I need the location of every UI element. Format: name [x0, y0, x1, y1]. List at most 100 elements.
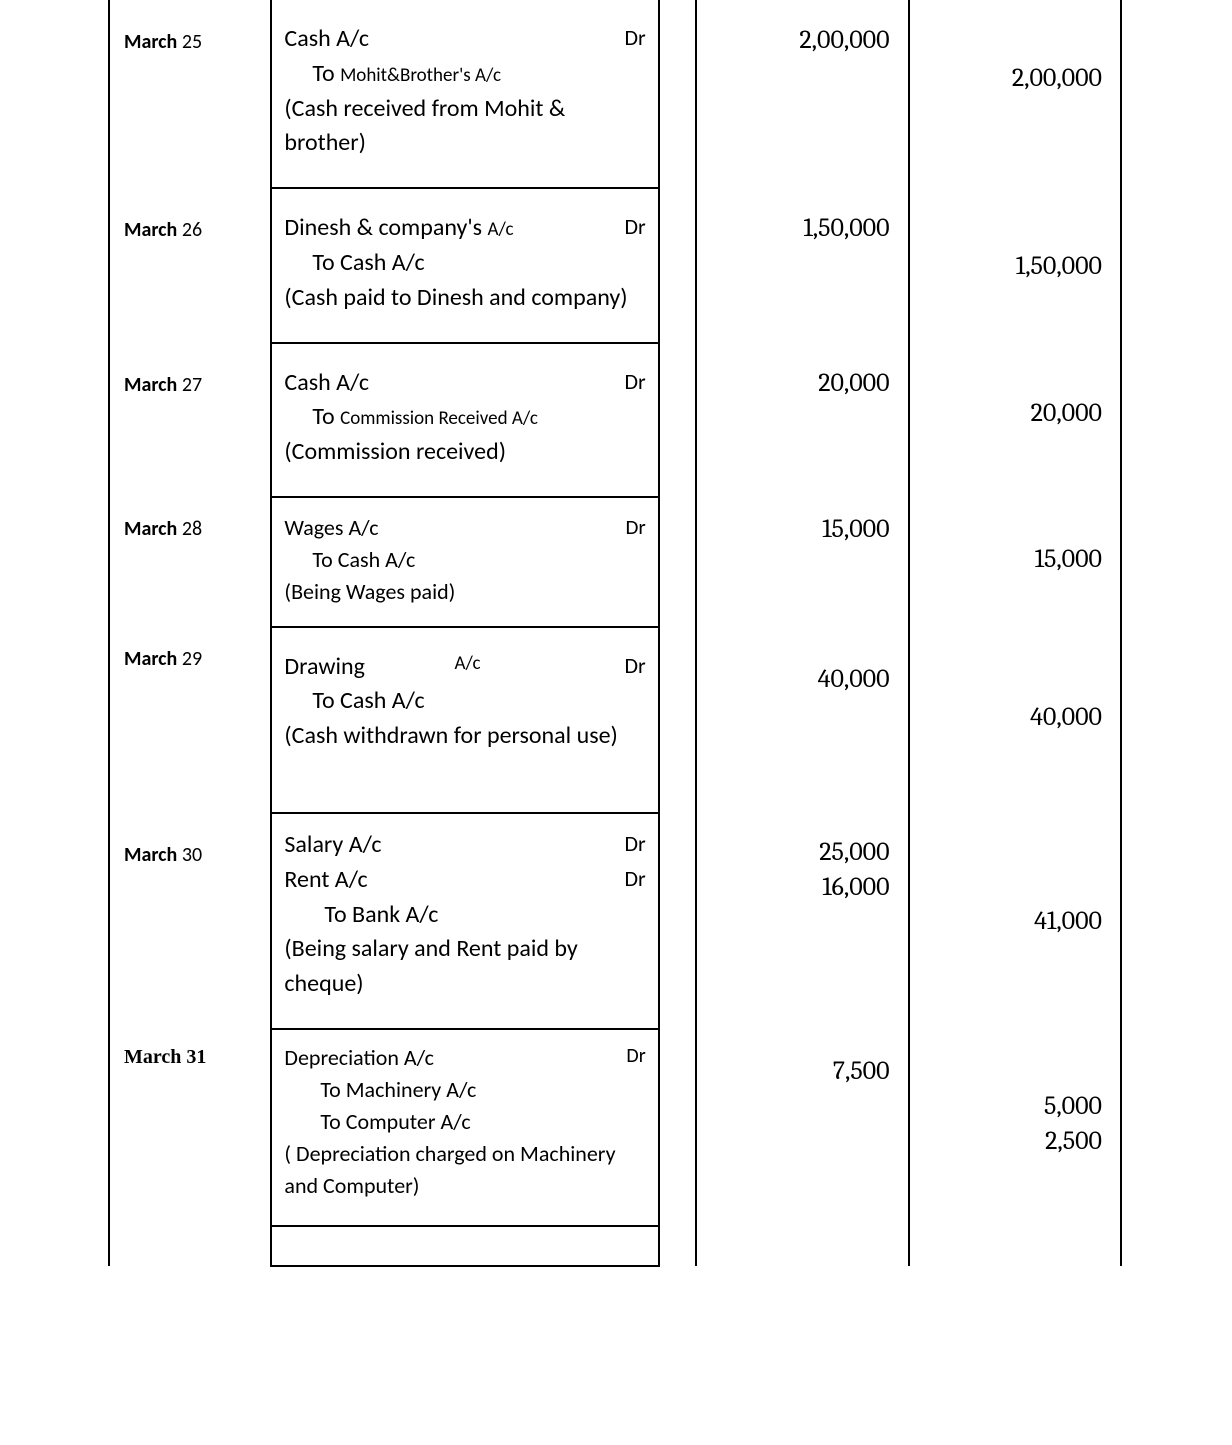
- credit-account: To Computer A/c: [284, 1106, 645, 1138]
- debit-account-suffix: A/c: [487, 218, 513, 241]
- debit-account: Salary A/c: [284, 828, 381, 863]
- debit-amount-cell: 15,000: [696, 497, 908, 627]
- date-day: 26: [182, 218, 202, 242]
- date-day: 29: [182, 647, 202, 671]
- credit-amount: 20,000: [1031, 398, 1102, 428]
- date-day: 31: [186, 1046, 206, 1068]
- credit-account: Mohit&Brother's A/c: [340, 64, 501, 87]
- lf-cell: [659, 188, 696, 342]
- credit-account: To Bank A/c: [284, 898, 645, 933]
- credit-amount-cell: 1,50,000: [909, 188, 1121, 342]
- debit-amount: 40,000: [818, 664, 890, 694]
- dr-marker: Dr: [624, 366, 645, 401]
- debit-amount-cell: 2,00,000: [696, 0, 908, 188]
- date-month: March: [124, 373, 177, 397]
- lf-cell: [659, 497, 696, 627]
- dr-marker: Dr: [624, 22, 645, 57]
- credit-amount: 5,000: [910, 1089, 1102, 1124]
- particulars-cell: Drawing A/c Dr To Cash A/c (Cash withdra…: [271, 627, 658, 813]
- lf-cell: [659, 813, 696, 1029]
- credit-account: To Machinery A/c: [284, 1074, 645, 1106]
- debit-account-suffix: A/c: [454, 650, 624, 685]
- date-cell: March 31: [109, 1029, 271, 1226]
- credit-account: To Cash A/c: [284, 246, 645, 281]
- date-cell: March 29: [109, 627, 271, 813]
- debit-amount-cell: 1,50,000: [696, 188, 908, 342]
- date-month: March: [124, 843, 177, 867]
- date-cell: March 27: [109, 343, 271, 497]
- date-cell: March 28: [109, 497, 271, 627]
- table-row: March 29 Drawing A/c Dr To Cash A/c (Cas…: [109, 627, 1121, 813]
- table-row: March 30 Salary A/c Dr Rent A/c Dr To Ba…: [109, 813, 1121, 1029]
- journal-table: March 25 Cash A/c Dr To Mohit&Brother's …: [108, 0, 1122, 1267]
- particulars-cell: Cash A/c Dr To Commission Received A/c (…: [271, 343, 658, 497]
- lf-cell: [659, 343, 696, 497]
- credit-amount: 15,000: [1035, 544, 1102, 574]
- debit-amount: 15,000: [822, 514, 889, 544]
- date-day: 27: [182, 373, 202, 397]
- debit-amount: 1,50,000: [803, 213, 889, 243]
- particulars-cell: Salary A/c Dr Rent A/c Dr To Bank A/c (B…: [271, 813, 658, 1029]
- date-month: March: [124, 30, 177, 54]
- particulars-cell: Wages A/c Dr To Cash A/c (Being Wages pa…: [271, 497, 658, 627]
- debit-amount: 2,00,000: [799, 25, 889, 55]
- table-row: [109, 1226, 1121, 1266]
- debit-amount-cell: 25,000 16,000: [696, 813, 908, 1029]
- dr-marker: Dr: [624, 211, 645, 246]
- debit-amount: 20,000: [818, 368, 889, 398]
- credit-amount-cell: 20,000: [909, 343, 1121, 497]
- credit-amount: 2,00,000: [1012, 63, 1102, 93]
- credit-amount-cell: 41,000: [909, 813, 1121, 1029]
- dr-marker: Dr: [625, 650, 646, 685]
- date-month: March: [124, 218, 177, 242]
- credit-account: To Cash A/c: [284, 544, 645, 576]
- to-label: To: [312, 59, 340, 88]
- credit-amount-cell: 5,000 2,500: [909, 1029, 1121, 1226]
- date-cell: March 26: [109, 188, 271, 342]
- debit-account: Wages A/c: [284, 512, 378, 544]
- date-month: March: [124, 517, 177, 541]
- dr-marker: Dr: [624, 863, 645, 898]
- credit-account: To Cash A/c: [284, 684, 645, 719]
- debit-account: Rent A/c: [284, 863, 367, 898]
- particulars-cell: Depreciation A/c Dr To Machinery A/c To …: [271, 1029, 658, 1226]
- credit-amount-cell: 15,000: [909, 497, 1121, 627]
- date-cell: March 30: [109, 813, 271, 1029]
- table-row: March 31 Depreciation A/c Dr To Machiner…: [109, 1029, 1121, 1226]
- narration: (Cash withdrawn for personal use): [284, 719, 645, 754]
- date-day: 28: [182, 517, 202, 541]
- debit-amount-cell: 7,500: [696, 1029, 908, 1226]
- debit-account: Dinesh & company's: [284, 213, 482, 242]
- credit-amount: 2,500: [910, 1124, 1102, 1159]
- credit-amount: 1,50,000: [1016, 251, 1102, 281]
- dr-marker: Dr: [626, 1042, 645, 1074]
- debit-amount: 7,500: [833, 1056, 890, 1086]
- lf-cell: [659, 627, 696, 813]
- particulars-cell: Dinesh & company's A/c Dr To Cash A/c (C…: [271, 188, 658, 342]
- debit-amount: 16,000: [697, 870, 889, 905]
- date-month: March: [124, 1046, 181, 1068]
- date-day: 25: [182, 30, 202, 54]
- table-row: March 27 Cash A/c Dr To Commission Recei…: [109, 343, 1121, 497]
- narration: (Cash received from Mohit & brother): [284, 92, 645, 162]
- lf-cell: [659, 0, 696, 188]
- narration: (Commission received): [284, 435, 645, 470]
- particulars-cell: Cash A/c Dr To Mohit&Brother's A/c (Cash…: [271, 0, 658, 188]
- dr-marker: Dr: [625, 512, 645, 544]
- narration: (Being salary and Rent paid by cheque): [284, 932, 645, 1002]
- credit-amount: 40,000: [1030, 702, 1102, 732]
- date-month: March: [124, 647, 177, 671]
- to-label: To: [312, 402, 340, 431]
- table-row: March 28 Wages A/c Dr To Cash A/c (Being…: [109, 497, 1121, 627]
- credit-account: Commission Received A/c: [340, 407, 538, 430]
- narration: ( Depreciation charged on Machinery and …: [284, 1138, 645, 1202]
- narration: (Cash paid to Dinesh and company): [284, 281, 645, 316]
- date-cell: March 25: [109, 0, 271, 188]
- credit-amount-cell: 40,000: [909, 627, 1121, 813]
- narration: (Being Wages paid): [284, 576, 645, 608]
- table-row: March 26 Dinesh & company's A/c Dr To Ca…: [109, 188, 1121, 342]
- credit-amount-cell: 2,00,000: [909, 0, 1121, 188]
- lf-cell: [659, 1029, 696, 1226]
- debit-account: Drawing: [284, 650, 454, 685]
- debit-account: Cash A/c: [284, 366, 369, 401]
